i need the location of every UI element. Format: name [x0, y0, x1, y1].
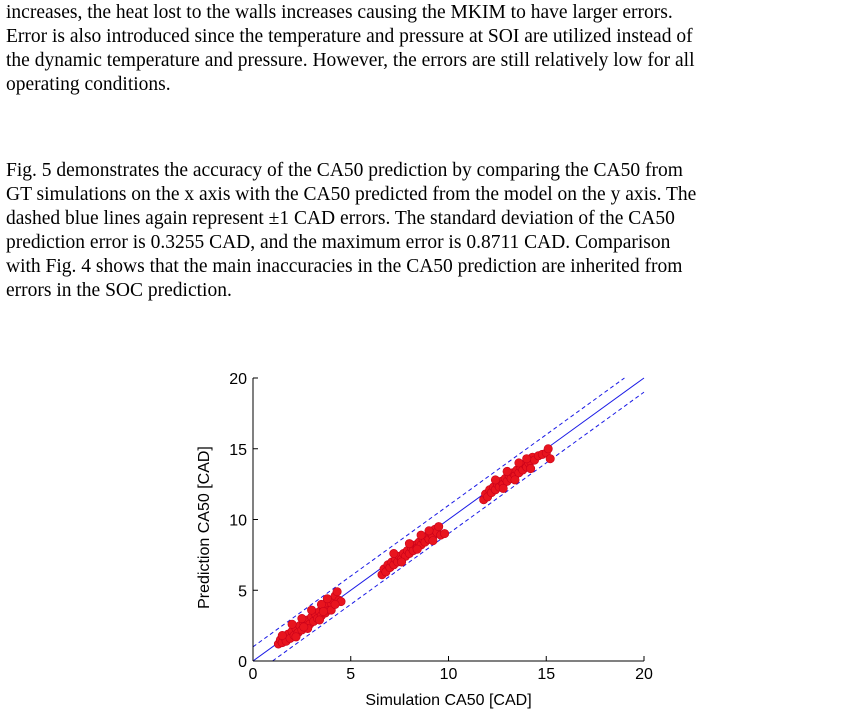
data-point — [440, 529, 450, 539]
data-point — [510, 475, 520, 485]
text-line: the dynamic temperature and pressure. Ho… — [6, 50, 695, 71]
data-point — [434, 522, 444, 532]
data-point — [297, 613, 307, 623]
paragraph-fig5-description: Fig. 5 demonstrates the accuracy of the … — [6, 159, 862, 303]
data-point — [526, 464, 536, 474]
y-tick-label: 10 — [229, 513, 247, 530]
data-points — [273, 444, 555, 649]
data-point — [543, 444, 553, 454]
x-tick-label: 10 — [440, 666, 458, 683]
axes: 0 5 10 15 20 0 5 10 15 20 — [229, 371, 653, 683]
y-tick-label: 15 — [229, 442, 247, 459]
data-point — [389, 548, 399, 558]
data-point — [397, 557, 407, 567]
data-point — [287, 619, 297, 629]
reference-line-plus-one — [252, 377, 625, 648]
reference-line-minus-one — [272, 391, 645, 662]
y-tick-label: 5 — [238, 583, 247, 600]
x-tick-label: 5 — [346, 666, 355, 683]
data-point — [490, 475, 500, 485]
x-axis-label: Simulation CA50 [CAD] — [365, 692, 531, 709]
text-line: errors in the SOC prediction. — [6, 280, 232, 301]
x-tick-label: 15 — [537, 666, 555, 683]
x-tick-label: 20 — [635, 666, 653, 683]
x-tick-label: 0 — [249, 666, 258, 683]
text-line: Error is also introduced since the tempe… — [6, 26, 693, 47]
y-tick-label: 0 — [238, 654, 247, 671]
text-line: prediction error is 0.3255 CAD, and the … — [6, 232, 671, 253]
y-tick-label: 20 — [229, 371, 247, 388]
text-line: dashed blue lines again represent ±1 CAD… — [6, 208, 675, 229]
data-point — [330, 599, 340, 609]
data-point — [277, 630, 287, 640]
data-point — [428, 536, 438, 546]
text-line: increases, the heat lost to the walls in… — [6, 2, 673, 23]
data-point — [498, 483, 508, 493]
data-point — [545, 454, 555, 464]
data-point — [318, 606, 328, 616]
data-point — [322, 594, 332, 604]
data-point — [424, 526, 434, 536]
data-point — [332, 587, 342, 597]
data-point — [307, 605, 317, 615]
data-point — [514, 458, 524, 468]
data-point — [522, 454, 532, 464]
text-line: operating conditions. — [6, 74, 171, 95]
text-line: Fig. 5 demonstrates the accuracy of the … — [6, 160, 683, 181]
data-point — [502, 466, 512, 476]
data-point — [314, 615, 324, 625]
text-line: GT simulations on the x axis with the CA… — [6, 184, 697, 205]
data-point — [299, 622, 309, 632]
text-line: with Fig. 4 shows that the main inaccura… — [6, 256, 683, 277]
data-point — [291, 632, 301, 642]
data-point — [412, 544, 422, 554]
paragraph-error-discussion: increases, the heat lost to the walls in… — [6, 1, 862, 97]
data-point — [416, 530, 426, 540]
data-point — [404, 539, 414, 549]
y-axis-label: Prediction CA50 [CAD] — [196, 446, 213, 609]
